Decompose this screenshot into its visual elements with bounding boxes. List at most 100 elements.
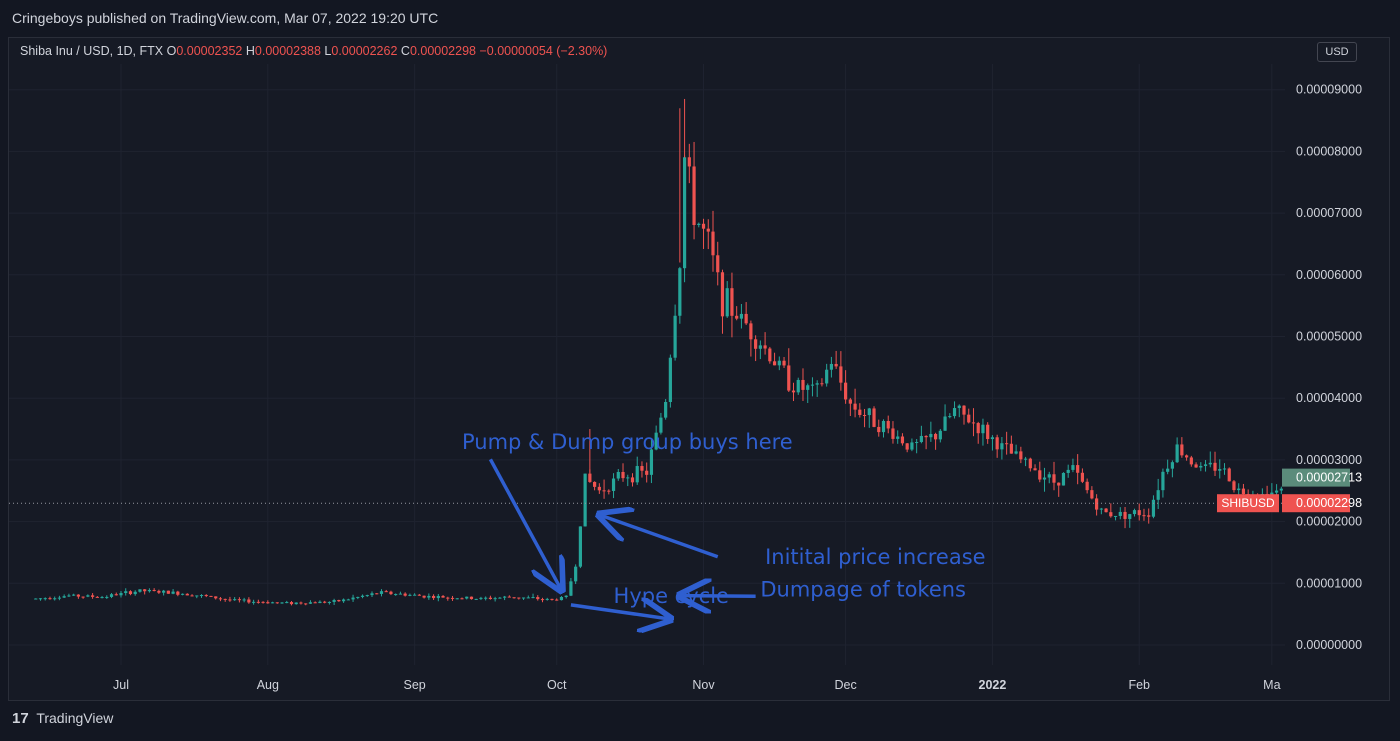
candle-body — [469, 596, 474, 600]
candle-body — [365, 595, 369, 597]
candle-body — [1208, 462, 1212, 465]
candle-body — [943, 416, 947, 431]
candle-body — [304, 603, 308, 605]
candle-body — [266, 602, 270, 604]
candle-body — [1071, 465, 1075, 470]
candle-body — [1156, 490, 1160, 500]
candle-body — [403, 593, 407, 596]
candle-body — [57, 597, 62, 599]
candle-body — [190, 595, 194, 597]
candle-body — [34, 598, 38, 600]
candle-body — [86, 595, 90, 597]
publish-header: Cringeboys published on TradingView.com,… — [0, 0, 1400, 36]
candle-body — [536, 597, 540, 600]
candle-body — [1057, 482, 1061, 486]
candle-body — [668, 357, 672, 402]
candle-body — [526, 597, 530, 599]
candle-body — [858, 409, 862, 415]
candle-body — [938, 430, 942, 440]
candle-body — [1189, 457, 1193, 465]
candle-body — [735, 315, 739, 319]
candle-body — [820, 383, 824, 385]
candle-body — [744, 313, 748, 324]
candle-body — [512, 597, 516, 599]
candle-body — [76, 594, 80, 597]
candle-body — [384, 591, 388, 593]
y-tick-label: 0.00009000 — [1296, 83, 1362, 97]
candle-body — [701, 223, 706, 229]
currency-button[interactable]: USD — [1317, 42, 1357, 62]
candle-body — [758, 345, 762, 349]
candle-body — [1109, 512, 1113, 517]
candle-body — [327, 601, 331, 603]
candle-body — [1005, 443, 1009, 445]
candle-body — [900, 436, 905, 444]
candle-body — [1180, 444, 1184, 456]
candle-body — [1113, 515, 1118, 517]
candle-body — [706, 228, 710, 232]
symbol-label[interactable]: Shiba Inu / USD, 1D, FTX — [20, 44, 164, 58]
candle-body — [507, 596, 511, 598]
candle-body — [417, 594, 421, 596]
price-tag — [1282, 468, 1350, 487]
candle-body — [180, 593, 185, 595]
candle-body — [924, 435, 928, 438]
candle-body — [796, 379, 800, 393]
candle-body — [986, 424, 990, 440]
candle-body — [976, 423, 980, 434]
candle-body — [611, 478, 616, 491]
candle-body — [237, 599, 241, 601]
candle-body — [1066, 469, 1070, 473]
high-label: H — [245, 44, 255, 58]
candle-body — [356, 596, 360, 598]
candle-body — [119, 593, 123, 596]
candle-body — [1061, 472, 1066, 486]
candle-body — [474, 598, 478, 600]
x-tick-label: Nov — [692, 678, 715, 692]
candle-body — [81, 596, 85, 598]
candle-body — [645, 470, 649, 475]
candle-body — [1023, 458, 1028, 460]
close-label: C — [400, 44, 410, 58]
y-tick-label: 0.00003000 — [1296, 453, 1362, 467]
candle-body — [166, 590, 170, 594]
candle-body — [853, 403, 857, 410]
candle-body — [664, 401, 668, 418]
x-tick-label: Aug — [257, 678, 279, 692]
candle-body — [323, 601, 327, 603]
candle-body — [114, 594, 118, 596]
candle-body — [1052, 474, 1056, 483]
low-value: 0.00002262 — [331, 44, 398, 58]
y-tick-label: 0.00007000 — [1296, 206, 1362, 220]
candle-body — [848, 399, 852, 404]
candle-body — [1241, 488, 1246, 495]
candle-body — [351, 597, 355, 600]
candle-body — [1000, 443, 1004, 450]
candle-body — [801, 379, 805, 390]
candle-body — [711, 231, 715, 256]
candle-body — [1227, 468, 1231, 482]
candle-body — [431, 595, 436, 599]
candle-body — [218, 598, 223, 600]
ohlc-legend: Shiba Inu / USD, 1D, FTX O0.00002352 H0.… — [20, 44, 607, 58]
candle-body — [1090, 490, 1094, 499]
candle-body — [389, 591, 393, 595]
candle-body — [199, 595, 204, 597]
price-tag-text: 0.00002713 — [1296, 471, 1362, 485]
candle-body — [379, 591, 384, 594]
candle-body — [896, 436, 900, 439]
price-tag — [1282, 494, 1350, 513]
candle-body — [768, 348, 772, 362]
y-tick-label: 0.00008000 — [1296, 144, 1362, 158]
tradingview-footer[interactable]: 17 TradingView — [12, 710, 113, 727]
candle-body — [493, 598, 497, 600]
candle-body — [550, 598, 554, 600]
candle-body — [1142, 515, 1146, 517]
candle-body — [1042, 477, 1047, 480]
candle-body — [133, 591, 137, 595]
symbol-tag — [1217, 494, 1279, 513]
y-tick-label: 0.00005000 — [1296, 330, 1362, 344]
candle-body — [90, 595, 95, 597]
candle-body — [1147, 515, 1151, 517]
